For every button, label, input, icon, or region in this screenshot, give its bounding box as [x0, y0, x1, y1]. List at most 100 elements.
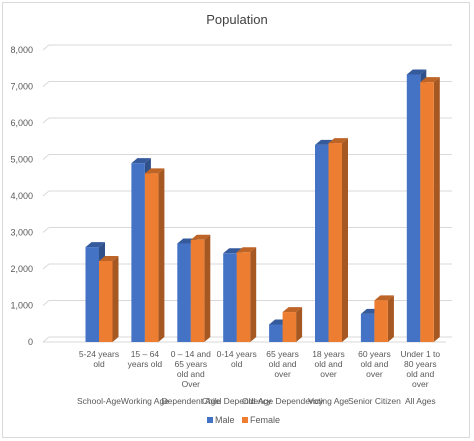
bar-female — [99, 255, 119, 342]
gridline-depth — [42, 117, 50, 124]
x-group-label: Child Dependency — [202, 396, 272, 406]
x-tick-label: Over — [182, 379, 201, 389]
bar-front — [177, 243, 191, 342]
bars — [85, 69, 440, 343]
chart-frame — [2, 2, 470, 438]
y-tick-label: 0 — [28, 337, 33, 347]
y-tick-label: 5,000 — [10, 155, 33, 165]
y-tick-label: 6,000 — [10, 118, 33, 128]
x-tick-label: 65 years — [266, 349, 299, 359]
x-tick-label: over — [320, 369, 337, 379]
bar-top — [85, 242, 105, 248]
bar-female — [282, 307, 303, 342]
y-tick-label: 7,000 — [10, 82, 33, 92]
bar-front — [420, 82, 434, 343]
bar-front — [315, 144, 329, 342]
bar-top — [144, 168, 165, 174]
y-tick-label: 1,000 — [10, 301, 33, 311]
x-tick-label: over — [366, 369, 383, 379]
x-tick-label: old and — [315, 359, 343, 369]
y-tick-label: 4,000 — [10, 191, 33, 201]
x-tick-label: 15 – 64 — [131, 349, 160, 359]
y-tick-label: 3,000 — [10, 228, 33, 238]
bar-female — [420, 77, 440, 343]
bar-front — [282, 312, 297, 342]
legend-swatch — [207, 417, 213, 423]
bar-side — [342, 138, 348, 342]
bar-front — [223, 253, 237, 342]
x-tick-label: 0 – 14 and — [171, 349, 211, 359]
x-group-label: School-Age — [77, 396, 121, 406]
bar-female — [236, 247, 257, 342]
x-tick-label: old — [231, 359, 243, 369]
x-tick-label: 0-14 years — [217, 349, 257, 359]
bar-female — [374, 295, 394, 342]
x-tick-label: years old — [128, 359, 163, 369]
bar-top — [406, 69, 427, 75]
gridline-depth — [42, 154, 50, 160]
x-tick-label: 60 years — [358, 349, 391, 359]
bar-side — [433, 77, 440, 343]
x-group-label: All Ages — [405, 396, 436, 406]
x-group-label: Old-Age Dependency — [242, 396, 324, 406]
bar-front — [190, 239, 205, 342]
bar-top — [420, 77, 440, 83]
bar-side — [387, 295, 394, 342]
x-tick-label: old and — [406, 369, 434, 379]
bar-front — [144, 173, 159, 342]
legend-swatch — [242, 417, 248, 423]
bar-side — [204, 234, 211, 342]
bar-female — [328, 138, 348, 342]
x-tick-label: 5-24 years — [79, 349, 119, 359]
gridline-depth — [42, 300, 50, 306]
bar-side — [296, 307, 303, 342]
chart-title: Population — [206, 12, 267, 27]
legend-label: Male — [215, 415, 235, 425]
bar-top — [328, 138, 348, 144]
bar-top — [99, 255, 119, 261]
x-tick-label: 80 years — [404, 359, 437, 369]
bar-front — [131, 163, 145, 342]
y-tick-label: 8,000 — [10, 45, 33, 55]
bar-front — [360, 313, 375, 342]
bar-side — [112, 255, 119, 342]
x-tick-label: over — [412, 379, 429, 389]
x-tick-label: over — [274, 369, 291, 379]
x-group-label: Senior Citizen — [348, 396, 401, 406]
gridline-depth — [42, 227, 50, 233]
x-tick-label: Under 1 to — [400, 349, 440, 359]
bar-front — [406, 74, 421, 342]
gridline-depth — [42, 336, 50, 343]
y-axis: 0 1,000 2,000 3,000 4,000 5,000 6,000 7,000 8,00… — [10, 45, 33, 347]
bar-top — [131, 158, 151, 164]
bar-female — [144, 168, 165, 342]
y-tick-label: 2,000 — [10, 264, 33, 274]
bar-top — [374, 295, 394, 301]
x-tick-label: old — [93, 359, 105, 369]
x-group-label: Dependent Age — [161, 396, 220, 406]
bar-front — [236, 252, 251, 342]
legend-label: Female — [250, 415, 280, 425]
bar-front — [99, 260, 113, 342]
gridline-depth — [42, 263, 50, 270]
gridline-depth — [42, 44, 50, 51]
gridline-depth — [42, 190, 50, 197]
gridline-depth — [42, 81, 50, 87]
x-tick-label: old and — [269, 359, 297, 369]
bar-front — [85, 247, 99, 342]
x-tick-label: 65 years — [174, 359, 207, 369]
x-group-label: Voting Age — [308, 396, 349, 406]
bar-top — [282, 307, 303, 313]
bar-side — [250, 247, 257, 342]
bar-top — [190, 234, 211, 240]
x-tick-label: 18 years — [312, 349, 345, 359]
bar-front — [328, 143, 342, 342]
bar-front — [374, 300, 388, 342]
x-group-label: Working Age — [121, 396, 169, 406]
bar-female — [190, 234, 211, 342]
x-tick-label: old and — [177, 369, 205, 379]
legend: Male Female — [207, 415, 280, 425]
bar-side — [158, 168, 165, 342]
